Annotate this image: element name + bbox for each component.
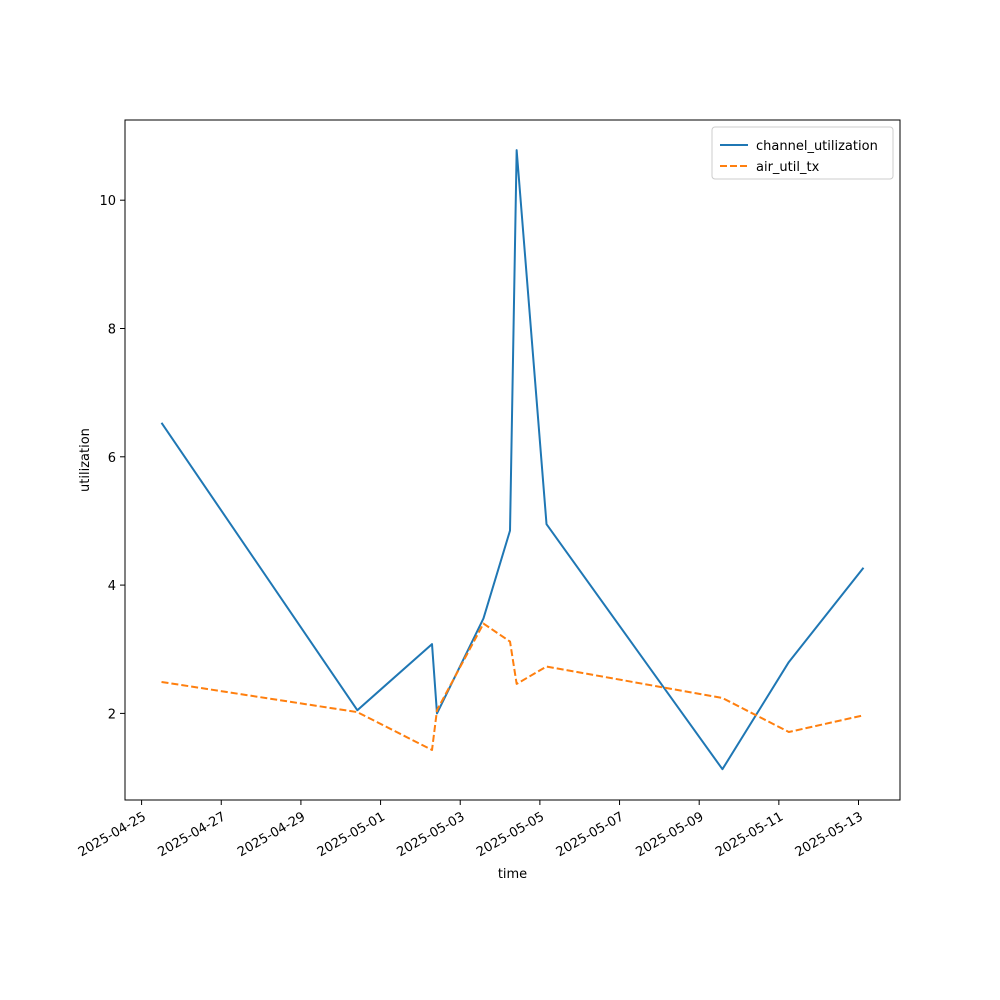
x-tick-label: 2025-04-27 — [156, 809, 229, 860]
series-line-channel_utilization — [160, 149, 865, 771]
plot-frame — [124, 119, 901, 801]
x-tick-label: 2025-05-01 — [315, 809, 388, 860]
y-tick-label: 6 — [108, 451, 116, 466]
x-axis: 2025-04-25 2025-04-27 2025-04-29 2025-05-01… — [76, 800, 866, 860]
x-tick-label: 2025-04-29 — [235, 809, 308, 860]
y-tick-label: 2 — [108, 707, 116, 722]
legend-label: channel_utilization — [756, 139, 878, 154]
legend-label: air_util_tx — [756, 160, 820, 175]
x-tick-label: 2025-05-11 — [713, 809, 786, 860]
x-tick-label: 2025-05-09 — [633, 809, 706, 860]
y-tick-label: 4 — [108, 579, 116, 594]
y-axis-label: utilization — [78, 428, 93, 492]
plot-area — [160, 149, 865, 771]
legend: channel_utilization air_util_tx — [711, 126, 894, 180]
x-tick-label: 2025-05-03 — [394, 809, 467, 860]
y-axis: 2 4 6 8 10 — [99, 194, 125, 722]
x-tick-label: 2025-05-05 — [474, 809, 547, 860]
series-line-air_util_tx — [161, 622, 864, 751]
series-layer — [160, 149, 865, 771]
x-tick-label: 2025-05-07 — [554, 809, 627, 860]
x-axis-label: time — [498, 867, 527, 882]
y-tick-label: 10 — [99, 194, 116, 209]
x-tick-label: 2025-05-13 — [793, 809, 866, 860]
legend-box — [711, 126, 894, 180]
x-tick-label: 2025-04-25 — [76, 809, 149, 860]
y-tick-label: 8 — [108, 322, 116, 337]
